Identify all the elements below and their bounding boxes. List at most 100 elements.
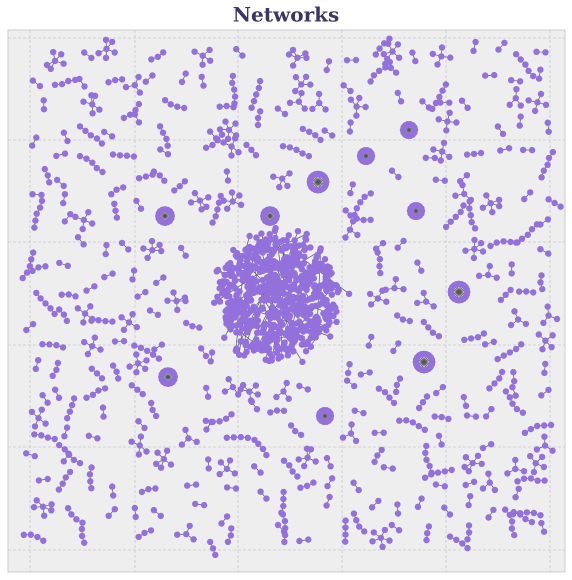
node <box>46 179 53 186</box>
node <box>135 73 142 81</box>
node <box>23 450 30 457</box>
node <box>382 60 389 68</box>
node <box>58 80 66 88</box>
node <box>519 146 527 154</box>
node <box>174 531 181 538</box>
node <box>541 422 548 429</box>
node <box>142 288 149 296</box>
node <box>353 103 360 110</box>
node <box>409 49 416 56</box>
node <box>206 128 214 135</box>
node <box>105 512 112 519</box>
node <box>434 469 442 476</box>
node <box>216 126 224 133</box>
node <box>544 119 551 126</box>
node <box>290 285 297 292</box>
node <box>280 488 287 496</box>
node <box>174 103 181 110</box>
node <box>224 538 232 545</box>
node <box>312 132 319 139</box>
node <box>56 306 63 313</box>
node <box>161 177 168 184</box>
node <box>535 75 543 82</box>
node <box>285 51 293 58</box>
node <box>438 413 445 421</box>
node <box>29 320 37 328</box>
node <box>346 128 354 135</box>
edge <box>275 233 307 250</box>
node <box>36 82 44 90</box>
node <box>136 442 143 449</box>
node <box>72 293 79 300</box>
node <box>511 531 518 539</box>
node <box>250 281 257 288</box>
node <box>542 360 549 368</box>
node <box>262 320 269 327</box>
node <box>222 118 229 125</box>
node <box>418 495 425 502</box>
node <box>350 510 358 517</box>
node <box>439 383 447 391</box>
node <box>221 271 228 279</box>
node <box>518 235 526 242</box>
node <box>35 477 43 484</box>
node <box>206 46 213 54</box>
node <box>292 87 299 95</box>
node <box>545 312 552 319</box>
node <box>511 377 518 385</box>
node <box>257 488 264 495</box>
node <box>281 110 289 118</box>
node <box>61 218 68 225</box>
node <box>109 318 116 325</box>
node <box>446 109 453 117</box>
node <box>120 337 128 345</box>
node <box>125 246 132 253</box>
node <box>89 101 96 108</box>
node <box>251 463 258 470</box>
node <box>208 349 216 356</box>
node <box>246 232 253 240</box>
node <box>475 272 483 279</box>
node <box>44 172 51 179</box>
node <box>315 90 323 98</box>
node <box>465 522 473 529</box>
node <box>357 371 365 378</box>
node <box>274 336 281 343</box>
node <box>538 392 545 399</box>
node <box>193 438 200 445</box>
node <box>33 210 40 217</box>
node <box>111 338 119 345</box>
node <box>422 449 429 457</box>
node <box>387 64 395 72</box>
node <box>164 142 171 149</box>
node <box>140 245 147 252</box>
node <box>289 468 296 475</box>
node <box>131 82 138 89</box>
node <box>256 77 264 85</box>
node <box>233 345 240 352</box>
node <box>342 524 349 531</box>
node <box>135 533 142 541</box>
node <box>302 279 309 286</box>
node <box>70 395 78 402</box>
node <box>482 413 490 420</box>
node <box>343 57 351 64</box>
node <box>533 221 541 228</box>
node <box>376 255 384 263</box>
node <box>96 106 103 113</box>
node <box>29 142 36 149</box>
node <box>218 283 225 290</box>
node <box>532 460 539 467</box>
node <box>255 84 263 92</box>
node <box>327 333 334 340</box>
node <box>257 469 264 476</box>
node <box>225 376 232 383</box>
node <box>339 434 347 441</box>
node <box>89 110 96 117</box>
node <box>438 44 446 51</box>
node <box>542 337 549 344</box>
node <box>64 262 72 269</box>
node <box>252 152 260 159</box>
node <box>125 319 133 326</box>
